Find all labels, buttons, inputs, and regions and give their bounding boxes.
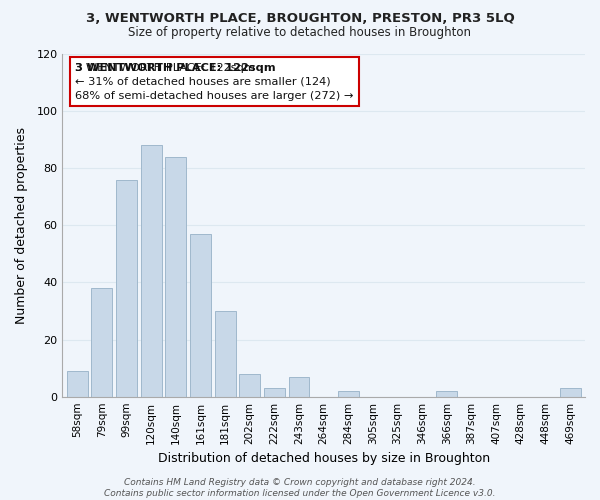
Bar xyxy=(215,311,236,396)
Text: 3 WENTWORTH PLACE: 122sqm: 3 WENTWORTH PLACE: 122sqm xyxy=(76,62,276,72)
Bar xyxy=(190,234,211,396)
Bar xyxy=(91,288,112,397)
Bar xyxy=(67,371,88,396)
Bar xyxy=(264,388,285,396)
Text: Contains HM Land Registry data © Crown copyright and database right 2024.
Contai: Contains HM Land Registry data © Crown c… xyxy=(104,478,496,498)
Bar xyxy=(289,376,310,396)
Bar xyxy=(560,388,581,396)
Text: 3, WENTWORTH PLACE, BROUGHTON, PRESTON, PR3 5LQ: 3, WENTWORTH PLACE, BROUGHTON, PRESTON, … xyxy=(86,12,514,26)
Bar xyxy=(436,391,457,396)
Bar xyxy=(239,374,260,396)
Bar xyxy=(116,180,137,396)
Bar xyxy=(338,391,359,396)
Text: 3 WENTWORTH PLACE: 122sqm
← 31% of detached houses are smaller (124)
68% of semi: 3 WENTWORTH PLACE: 122sqm ← 31% of detac… xyxy=(76,62,354,100)
Text: Size of property relative to detached houses in Broughton: Size of property relative to detached ho… xyxy=(128,26,472,39)
Bar xyxy=(140,146,161,396)
Bar xyxy=(165,157,186,396)
Y-axis label: Number of detached properties: Number of detached properties xyxy=(15,127,28,324)
X-axis label: Distribution of detached houses by size in Broughton: Distribution of detached houses by size … xyxy=(158,452,490,465)
